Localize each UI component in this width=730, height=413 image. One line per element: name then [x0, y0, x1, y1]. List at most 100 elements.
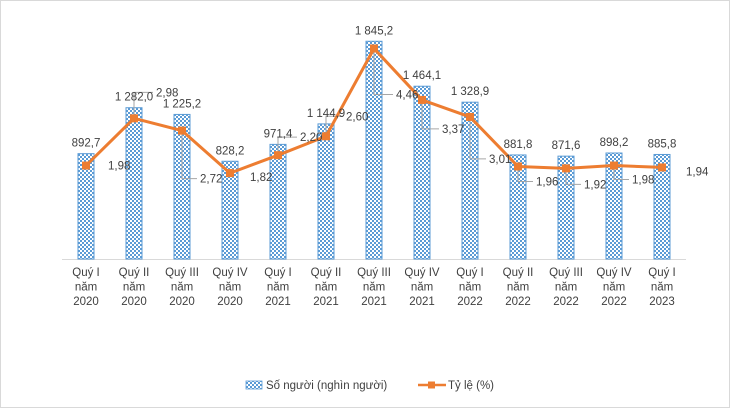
bar-value-label: 1 144,9: [307, 108, 345, 120]
x-tick-label: Quý IV: [212, 267, 247, 279]
x-tick-label: năm: [459, 282, 481, 294]
x-tick-label: 2022: [505, 296, 531, 308]
x-tick-label: 2022: [457, 296, 483, 308]
rate-value-label: 4,46: [396, 89, 418, 101]
rate-marker: [178, 126, 186, 135]
rate-value-label: 3,37: [442, 124, 464, 136]
x-tick-label: năm: [219, 282, 241, 294]
x-tick-label: 2022: [601, 296, 627, 308]
rate-marker: [370, 44, 378, 53]
x-tick-label: 2021: [313, 296, 339, 308]
leader-line: [517, 166, 533, 182]
legend-line-label: Tỷ lệ (%): [448, 380, 494, 392]
bar-value-label: 881,8: [504, 139, 533, 151]
x-tick-label: Quý I: [72, 267, 99, 279]
x-tick-label: Quý III: [357, 267, 391, 279]
rate-marker: [418, 95, 426, 104]
bar-value-label: 1 328,9: [451, 86, 489, 98]
leader-line: [373, 48, 393, 95]
legend-line-marker: [428, 381, 435, 389]
x-tick-label: năm: [411, 282, 433, 294]
bar: [557, 155, 575, 260]
x-tick-label: Quý I: [456, 267, 483, 279]
bar-value-label: 892,7: [72, 138, 101, 150]
rate-marker: [658, 163, 666, 172]
rate-value-label: 2,72: [200, 174, 222, 186]
rate-marker: [322, 132, 330, 141]
legend: Số người (nghìn người) Tỷ lệ (%): [245, 380, 494, 392]
x-tick-label: Quý II: [119, 267, 150, 279]
x-tick-label: Quý III: [549, 267, 583, 279]
rate-value-label: 1,94: [686, 166, 709, 178]
x-tick-label: 2023: [649, 296, 675, 308]
bar-value-label: 1 464,1: [403, 70, 441, 82]
leader-line: [133, 91, 153, 119]
bar: [125, 107, 143, 260]
x-tick-label: Quý IV: [404, 267, 439, 279]
rate-marker: [610, 161, 618, 170]
rate-value-label: 2,20: [300, 132, 322, 144]
x-tick-label: 2020: [73, 296, 99, 308]
x-tick-label: 2020: [169, 296, 195, 308]
rate-value-label: 3,01: [489, 154, 511, 166]
bar-value-label: 871,6: [552, 140, 581, 152]
x-tick-label: 2021: [265, 296, 291, 308]
rate-marker: [130, 114, 138, 123]
rate-value-label: 2,98: [156, 87, 178, 99]
x-tick-label: 2021: [409, 296, 435, 308]
x-tick-label: 2020: [217, 296, 243, 308]
bar-value-label: 1 845,2: [355, 25, 393, 37]
bar-value-label: 971,4: [264, 128, 293, 140]
rate-value-label: 1,92: [584, 179, 606, 191]
bar-value-label: 885,8: [648, 138, 677, 150]
x-tick-label: Quý I: [264, 267, 291, 279]
bar: [461, 101, 479, 260]
rate-value-label: 1,98: [108, 161, 130, 173]
rate-marker: [274, 151, 282, 160]
x-tick-label: 2022: [553, 296, 579, 308]
bar-value-label: 1 282,0: [115, 92, 153, 104]
bar-value-label: 828,2: [216, 145, 245, 157]
bar-value-label: 898,2: [600, 137, 629, 149]
x-tick-label: năm: [267, 282, 289, 294]
x-tick-label: Quý III: [165, 267, 199, 279]
leader-line: [613, 165, 629, 181]
rate-value-label: 1,82: [250, 172, 272, 184]
x-tick-label: năm: [363, 282, 385, 294]
x-tick-label: Quý II: [503, 267, 534, 279]
bar-value-label: 1 225,2: [163, 98, 201, 110]
x-tick-label: năm: [555, 282, 577, 294]
x-tick-label: năm: [75, 282, 97, 294]
rate-marker: [82, 161, 90, 170]
rate-value-label: 1,98: [632, 175, 654, 187]
x-tick-label: năm: [603, 282, 625, 294]
bar: [173, 113, 191, 260]
x-tick-label: năm: [315, 282, 337, 294]
rate-value-label: 1,96: [536, 176, 558, 188]
bar: [653, 153, 671, 260]
legend-bar-swatch: [245, 380, 263, 390]
x-tick-label: Quý II: [311, 267, 342, 279]
bar: [77, 153, 95, 260]
leader-line: [421, 99, 439, 130]
x-tick-label: 2021: [361, 296, 387, 308]
leader-line: [565, 168, 581, 185]
legend-bar-label: Số người (nghìn người): [266, 380, 387, 392]
bar: [269, 143, 287, 260]
x-tick-label: 2020: [121, 296, 147, 308]
x-tick-label: Quý IV: [596, 267, 631, 279]
rate-value-label: 2,60: [346, 111, 368, 123]
x-tick-label: năm: [171, 282, 193, 294]
rate-marker: [514, 162, 522, 171]
leader-line: [277, 136, 297, 156]
x-tick-label: năm: [507, 282, 529, 294]
bar: [509, 154, 527, 260]
x-tick-label: năm: [651, 282, 673, 294]
x-tick-label: Quý I: [648, 267, 675, 279]
bar: [221, 160, 239, 260]
x-tick-label: năm: [123, 282, 145, 294]
bar: [365, 40, 383, 260]
rate-marker: [226, 169, 234, 178]
